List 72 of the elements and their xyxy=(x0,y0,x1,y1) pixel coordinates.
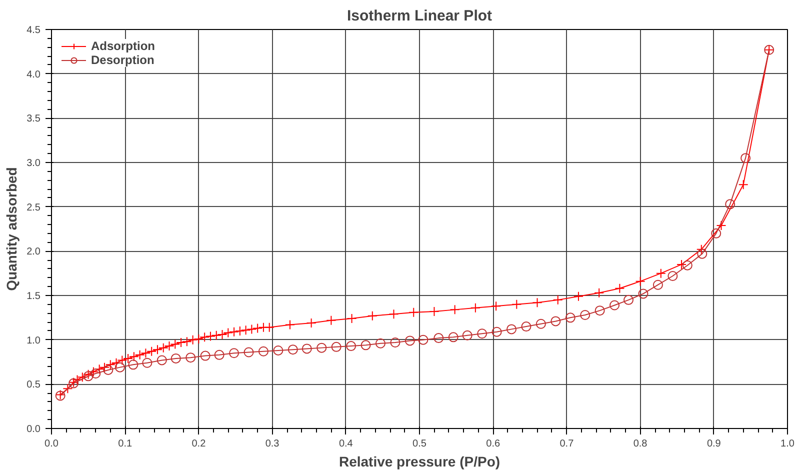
x-tick-label: 0.6 xyxy=(486,438,500,450)
point xyxy=(114,362,125,372)
point xyxy=(229,348,240,358)
x-tick-label: 0.8 xyxy=(633,438,648,450)
x-tick-label: 0.5 xyxy=(412,438,427,450)
point xyxy=(462,330,472,340)
x-tick-label: 0.1 xyxy=(118,438,132,450)
point xyxy=(740,153,751,164)
point xyxy=(390,338,400,348)
point xyxy=(258,346,268,356)
y-tick-label: 0.0 xyxy=(26,424,41,435)
point xyxy=(346,341,356,352)
point xyxy=(638,288,648,299)
point xyxy=(170,353,181,364)
point xyxy=(142,358,152,368)
point xyxy=(214,350,224,360)
point xyxy=(288,344,298,355)
point xyxy=(536,318,546,329)
point xyxy=(156,355,167,366)
y-tick-label: 3.0 xyxy=(26,158,41,169)
point xyxy=(506,324,516,334)
point xyxy=(565,312,576,323)
x-tick-label: 0.7 xyxy=(560,438,574,450)
point xyxy=(725,199,736,210)
point xyxy=(316,342,327,353)
point xyxy=(90,368,101,379)
y-tick-label: 3.5 xyxy=(26,114,41,125)
point xyxy=(610,300,620,310)
point xyxy=(580,310,590,320)
y-axis-title: Quantity adsorbed xyxy=(4,167,20,291)
point xyxy=(682,260,692,270)
point xyxy=(331,342,342,352)
point xyxy=(273,345,284,356)
y-tick-label: 1.5 xyxy=(26,291,41,302)
y-tick-label: 2.5 xyxy=(26,202,41,214)
point xyxy=(302,344,312,354)
point xyxy=(404,336,415,346)
point xyxy=(652,280,663,290)
y-tick-label: 4.0 xyxy=(26,69,41,80)
point xyxy=(594,306,605,316)
point xyxy=(448,332,458,342)
y-tick-label: 0.5 xyxy=(26,380,41,391)
x-tick-label: 0.2 xyxy=(192,438,206,450)
x-tick-label: 1.0 xyxy=(780,438,795,450)
x-axis-title: Relative pressure (P/Po) xyxy=(338,454,500,470)
x-tick-label: 0.4 xyxy=(338,438,354,450)
point xyxy=(244,347,254,358)
point xyxy=(550,316,561,326)
point xyxy=(711,228,722,238)
point xyxy=(434,333,444,344)
point xyxy=(375,338,386,348)
point xyxy=(360,340,371,350)
point xyxy=(624,294,634,305)
point xyxy=(418,334,428,345)
point xyxy=(668,271,678,281)
chart-title: Isotherm Linear Plot xyxy=(346,8,492,24)
y-tick-label: 1.0 xyxy=(26,335,41,346)
point xyxy=(697,248,708,259)
x-tick-label: 0.9 xyxy=(706,438,722,450)
point xyxy=(492,326,502,337)
y-tick-label: 4.5 xyxy=(26,25,41,36)
point xyxy=(521,322,532,332)
legend-label: Adsorption xyxy=(91,39,155,53)
y-tick-label: 2.0 xyxy=(26,246,41,258)
point xyxy=(103,364,114,375)
point xyxy=(186,352,196,363)
x-tick-label: 0.0 xyxy=(44,438,59,450)
point xyxy=(477,328,488,339)
point xyxy=(128,360,138,370)
x-tick-label: 0.3 xyxy=(265,438,280,450)
point xyxy=(200,350,210,361)
legend-label: Desorption xyxy=(91,53,154,67)
